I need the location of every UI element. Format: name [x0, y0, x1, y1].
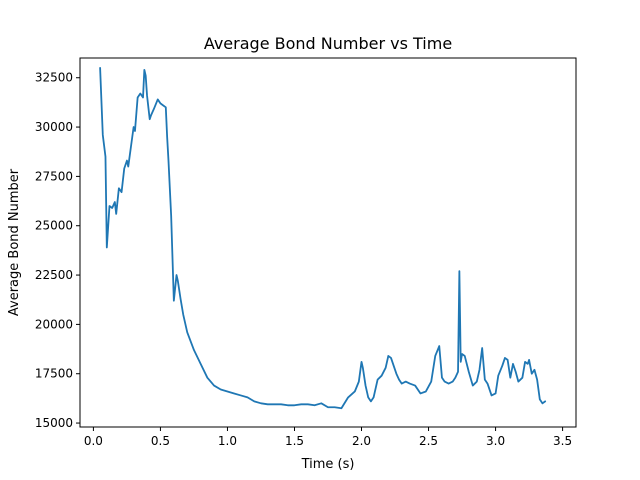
x-tick-label: 2.5 [419, 434, 438, 448]
y-axis-label: Average Bond Number [7, 168, 22, 316]
x-axis: 0.0 0.5 1.0 1.5 2.0 2.5 3.0 3.5 [84, 427, 572, 448]
y-tick-label: 25000 [35, 219, 73, 233]
y-tick-label: 17500 [35, 367, 73, 381]
axes-frame [79, 57, 577, 428]
y-tick-label: 20000 [35, 317, 73, 331]
y-tick-label: 30000 [35, 120, 73, 134]
chart-title: Average Bond Number vs Time [204, 34, 452, 53]
x-tick-label: 1.5 [285, 434, 304, 448]
y-tick-label: 32500 [35, 71, 73, 85]
x-axis-label: Time (s) [301, 457, 355, 472]
y-tick-label: 27500 [35, 169, 73, 183]
series-line [99, 66, 547, 410]
x-tick-label: 3.5 [553, 434, 572, 448]
plot-area [79, 57, 577, 428]
y-tick-label: 22500 [35, 268, 73, 282]
x-tick-label: 0.5 [151, 434, 170, 448]
y-axis: 15000 17500 20000 22500 25000 27500 30000 32500 [35, 71, 80, 430]
y-tick-label: 15000 [35, 416, 73, 430]
x-tick-label: 0.0 [84, 434, 103, 448]
x-tick-label: 1.0 [218, 434, 237, 448]
x-tick-label: 3.0 [486, 434, 505, 448]
x-tick-label: 2.0 [352, 434, 371, 448]
